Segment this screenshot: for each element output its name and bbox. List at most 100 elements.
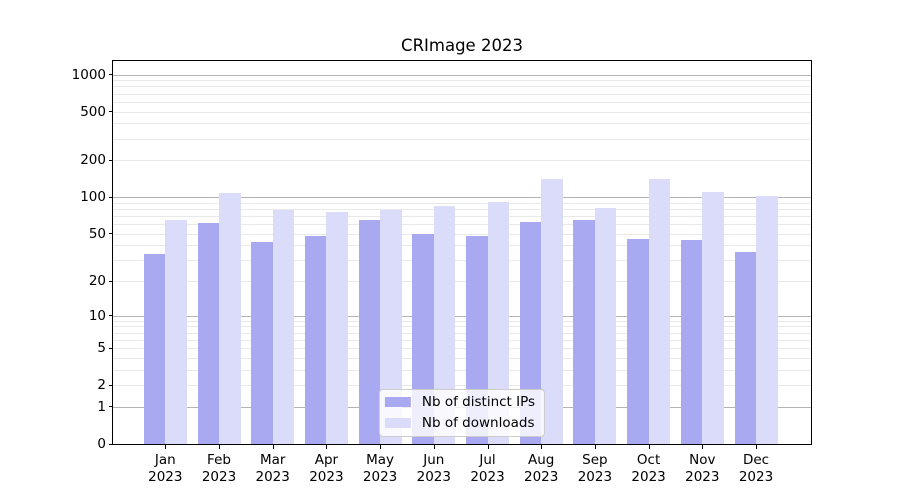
y-tick-label: 2: [97, 377, 106, 394]
bar-may-distinct-ips: [358, 219, 381, 444]
y-tick-label: 100: [80, 189, 106, 206]
bar-nov-distinct-ips: [680, 240, 703, 444]
y-tick-label: 1000: [71, 66, 106, 83]
x-tick-month: Dec: [742, 452, 770, 468]
minor-gridline: [113, 160, 811, 162]
minor-gridline: [113, 339, 811, 341]
y-tick-mark: [108, 443, 113, 445]
y-tick-label: 50: [88, 225, 106, 242]
bar-feb-downloads: [219, 193, 241, 444]
minor-gridline: [113, 123, 811, 125]
minor-gridline: [113, 138, 811, 140]
major-gridline: [113, 74, 811, 76]
bar-jan-downloads: [165, 219, 187, 444]
x-tick-month: Sep: [582, 452, 608, 468]
y-tick-label: 1: [97, 398, 106, 415]
x-tick-label: Jul 2023: [456, 452, 520, 485]
x-tick-label: Apr 2023: [294, 452, 358, 485]
x-tick-year: 2023: [470, 468, 505, 485]
bar-sep-distinct-ips: [573, 219, 595, 444]
y-tick-label: 500: [80, 103, 106, 120]
bar-jul-downloads: [487, 202, 509, 444]
x-tick-label: Oct 2023: [617, 452, 681, 485]
x-tick-label: Mar 2023: [241, 452, 305, 485]
x-tick-mark: [594, 445, 596, 449]
bar-mar-downloads: [272, 209, 295, 444]
bar-apr-downloads: [326, 211, 348, 444]
minor-gridline: [113, 86, 811, 88]
x-tick-mark: [272, 445, 274, 449]
minor-gridline: [113, 369, 811, 371]
y-tick-label: 5: [97, 340, 106, 357]
minor-gridline: [113, 80, 811, 82]
y-tick-mark: [108, 406, 113, 408]
x-tick-month: Feb: [207, 452, 231, 468]
bar-sep-downloads: [594, 208, 617, 444]
bar-nov-downloads: [702, 192, 724, 444]
minor-gridline: [113, 348, 811, 350]
minor-gridline: [113, 202, 811, 204]
major-gridline: [113, 197, 811, 199]
x-tick-year: 2023: [201, 468, 237, 485]
x-tick-year: 2023: [631, 468, 666, 485]
bar-aug-downloads: [541, 179, 563, 444]
minor-gridline: [113, 281, 811, 283]
bar-feb-distinct-ips: [197, 223, 219, 444]
x-tick-mark: [219, 445, 220, 449]
legend-swatch: [384, 396, 411, 408]
x-tick-mark: [433, 445, 435, 449]
x-tick-label: Feb 2023: [187, 452, 251, 485]
x-tick-year: 2023: [362, 468, 398, 485]
y-tick-mark: [108, 347, 113, 349]
y-tick-label: 200: [80, 152, 106, 169]
x-tick-month: Jan: [154, 452, 176, 468]
minor-gridline: [113, 208, 811, 210]
minor-gridline: [113, 233, 811, 235]
x-tick-month: Apr: [314, 452, 339, 468]
minor-gridline: [113, 260, 811, 262]
x-tick-year: 2023: [738, 468, 774, 485]
minor-gridline: [113, 326, 811, 328]
x-tick-month: May: [366, 452, 395, 468]
x-tick-label: May 2023: [348, 452, 412, 485]
minor-gridline: [113, 216, 811, 218]
minor-gridline: [113, 332, 811, 334]
minor-gridline: [113, 320, 811, 322]
x-tick-mark: [648, 445, 650, 449]
y-tick-mark: [108, 74, 113, 76]
bar-apr-distinct-ips: [304, 235, 327, 444]
x-tick-year: 2023: [309, 468, 344, 485]
legend: Nb of distinct IPs Nb of downloads: [378, 389, 546, 437]
y-tick-label: 0: [97, 436, 106, 452]
minor-gridline: [113, 357, 811, 359]
x-tick-year: 2023: [524, 468, 559, 485]
legend-swatch: [384, 417, 411, 429]
minor-gridline: [113, 224, 811, 226]
x-tick-mark: [165, 445, 167, 449]
x-tick-mark: [380, 445, 382, 449]
x-tick-mark: [326, 445, 328, 449]
y-tick-mark: [108, 159, 113, 161]
x-tick-month: Oct: [636, 452, 661, 468]
bar-dec-downloads: [756, 196, 778, 444]
legend-entry: Nb of downloads: [384, 415, 535, 431]
x-tick-year: 2023: [577, 468, 613, 485]
x-tick-label: Nov 2023: [670, 452, 734, 485]
minor-gridline: [113, 245, 811, 247]
legend-label: Nb of downloads: [421, 415, 535, 431]
bar-oct-distinct-ips: [627, 239, 649, 444]
bar-jan-distinct-ips: [143, 253, 166, 444]
x-tick-mark: [702, 445, 704, 449]
legend-label: Nb of distinct IPs: [421, 394, 536, 410]
x-tick-year: 2023: [416, 468, 451, 485]
bar-may-downloads: [380, 209, 402, 444]
x-tick-label: Dec 2023: [724, 452, 788, 485]
x-tick-year: 2023: [255, 468, 290, 485]
minor-gridline: [113, 101, 811, 103]
y-tick-mark: [108, 280, 113, 282]
y-tick-mark: [108, 315, 113, 317]
x-tick-label: Aug 2023: [509, 452, 573, 485]
x-tick-mark: [541, 445, 543, 449]
x-tick-month: Jun: [423, 452, 445, 468]
